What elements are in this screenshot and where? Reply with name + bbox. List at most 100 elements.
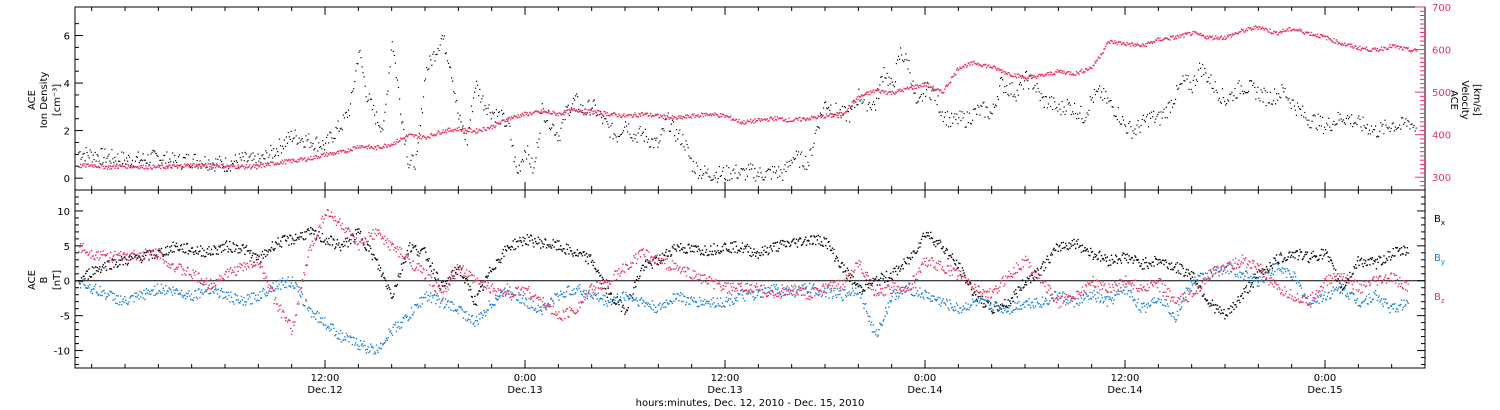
velocity-point	[866, 91, 869, 93]
bx-point	[1235, 306, 1238, 308]
by-point	[269, 290, 271, 292]
bx-point	[229, 240, 231, 243]
density-point	[483, 109, 485, 111]
density-point	[812, 146, 814, 148]
density-point	[862, 101, 864, 103]
bx-point	[612, 298, 614, 301]
velocity-point	[401, 137, 404, 140]
velocity-point	[923, 83, 925, 85]
velocity-point	[1010, 75, 1013, 77]
density-point	[276, 148, 278, 150]
by-point	[205, 290, 208, 293]
by-point	[275, 288, 277, 290]
by-point	[192, 299, 194, 301]
velocity-point	[531, 113, 534, 115]
velocity-point	[165, 168, 167, 170]
bx-point	[771, 250, 774, 252]
density-point	[870, 109, 872, 111]
bx-point	[1021, 279, 1024, 281]
velocity-point	[117, 167, 119, 169]
density-point	[1216, 92, 1218, 94]
density-point	[399, 98, 401, 100]
density-point	[563, 111, 565, 113]
density-point	[1356, 124, 1358, 126]
bx-point	[707, 254, 709, 256]
velocity-point	[538, 111, 540, 113]
bx-point	[1030, 281, 1032, 284]
bx-point	[122, 264, 124, 266]
velocity-point	[500, 122, 502, 124]
bx-point	[615, 303, 618, 305]
density-point	[269, 154, 271, 156]
bx-point	[882, 278, 884, 280]
velocity-point	[157, 164, 159, 166]
bx-point	[438, 284, 440, 287]
velocity-point	[1200, 34, 1203, 37]
bx-point	[970, 289, 973, 291]
bx-point	[432, 272, 434, 275]
bx-point	[934, 241, 936, 243]
density-point	[155, 153, 157, 155]
velocity-point	[620, 116, 623, 118]
density-point	[727, 179, 729, 181]
bx-point	[677, 245, 679, 248]
bx-point	[1227, 308, 1229, 310]
bx-point	[276, 243, 279, 246]
by-point	[204, 291, 206, 293]
density-point	[1386, 126, 1388, 129]
density-point	[538, 138, 540, 140]
bx-point	[1037, 269, 1039, 271]
bx-point	[540, 247, 542, 249]
density-point	[700, 169, 702, 171]
bx-point	[539, 238, 541, 241]
bx-point	[1225, 314, 1228, 316]
bx-point	[826, 247, 829, 250]
bx-point	[340, 249, 342, 252]
bx-point	[835, 255, 838, 257]
velocity-point	[990, 66, 992, 68]
density-point	[324, 149, 326, 151]
density-point	[1060, 114, 1062, 116]
by-point	[388, 328, 390, 330]
bx-point	[1079, 245, 1081, 247]
by-point	[312, 312, 314, 314]
by-point	[476, 320, 479, 322]
bx-point	[1000, 308, 1003, 310]
density-point	[1229, 93, 1231, 95]
by-point	[130, 294, 133, 297]
bx-point	[477, 292, 479, 295]
density-point	[1366, 123, 1368, 126]
density-point	[621, 132, 624, 134]
bx-point	[1318, 258, 1320, 260]
velocity-point	[698, 116, 700, 119]
density-point	[1342, 119, 1344, 121]
bx-point	[322, 241, 324, 243]
velocity-point	[977, 62, 979, 64]
bx-point	[94, 272, 96, 275]
bx-point	[1147, 267, 1149, 269]
bx-point	[864, 289, 866, 292]
bx-point	[1143, 268, 1145, 270]
by-point	[94, 285, 96, 288]
bx-point	[1349, 271, 1351, 274]
density-point	[941, 111, 943, 113]
velocity-point	[1002, 71, 1004, 73]
by-point	[244, 301, 246, 303]
bx-point	[790, 241, 793, 243]
velocity-point	[1180, 36, 1182, 38]
density-point	[1056, 106, 1058, 108]
velocity-point	[553, 111, 555, 113]
bx-point	[537, 236, 539, 239]
velocity-point	[1219, 37, 1221, 39]
density-point	[1241, 90, 1243, 92]
density-point	[679, 129, 681, 131]
bx-point	[514, 238, 516, 240]
velocity-point	[128, 165, 130, 167]
velocity-point	[820, 116, 823, 118]
velocity-point	[1192, 30, 1194, 33]
bx-point	[977, 296, 979, 298]
density-point	[1284, 87, 1286, 90]
velocity-point	[648, 115, 650, 117]
velocity-point	[1121, 43, 1124, 45]
